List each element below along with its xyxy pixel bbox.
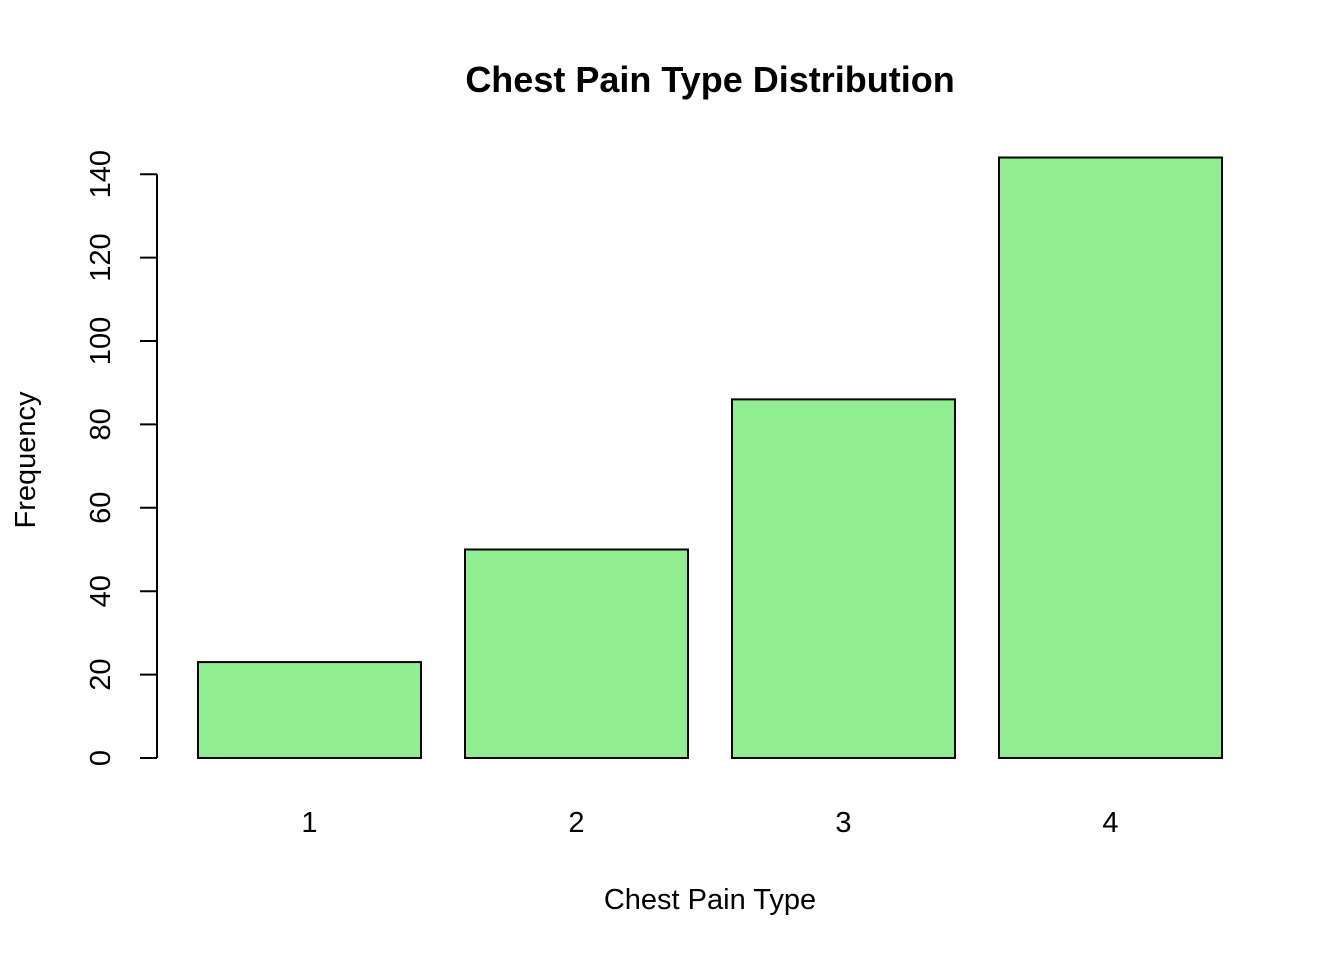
y-tick-label-100: 100 (85, 317, 117, 365)
bar-3 (731, 398, 956, 759)
y-tick-label-0: 0 (85, 750, 117, 766)
y-axis-label: Frequency (10, 391, 42, 529)
x-tick-label-2: 2 (568, 807, 584, 839)
bar-4 (998, 156, 1223, 759)
x-tick-label-4: 4 (1102, 807, 1118, 839)
bar-2 (464, 548, 689, 759)
y-tick-label-20: 20 (85, 658, 117, 690)
bars-group (197, 156, 1223, 760)
x-tick-labels: 1 2 3 4 (301, 807, 1118, 839)
y-tick-label-140: 140 (85, 150, 117, 198)
y-tick-label-60: 60 (85, 492, 117, 524)
y-axis-ticks: 0 20 40 60 80 100 120 140 (85, 150, 157, 766)
y-tick-label-80: 80 (85, 408, 117, 440)
bar-1 (197, 661, 422, 760)
chart-title: Chest Pain Type Distribution (465, 59, 954, 100)
x-tick-label-3: 3 (835, 807, 851, 839)
y-tick-label-40: 40 (85, 575, 117, 607)
x-axis-label: Chest Pain Type (604, 884, 816, 916)
x-tick-label-1: 1 (301, 807, 317, 839)
y-tick-label-120: 120 (85, 233, 117, 281)
